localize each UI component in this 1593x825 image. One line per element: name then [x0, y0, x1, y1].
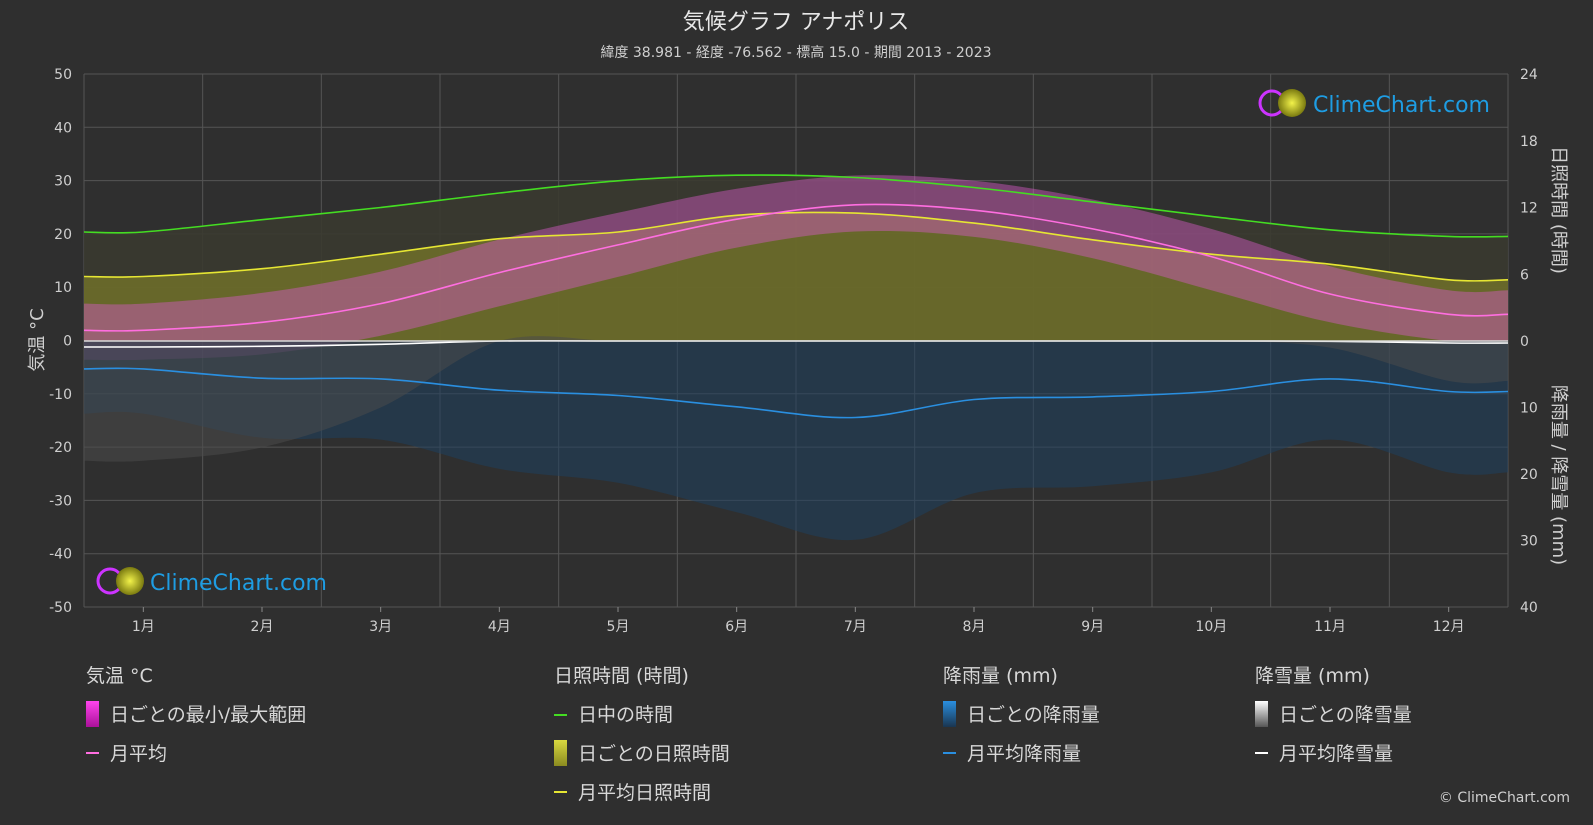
daily-snow-fill [84, 336, 1508, 462]
left-tick-label: -50 [49, 600, 72, 616]
legend-item-sunshine-mean: 月平均日照時間 [578, 782, 711, 804]
legend-item-daily-rain: 日ごとの降雨量 [967, 704, 1100, 726]
legend-item-daylight: 日中の時間 [578, 704, 673, 726]
x-tick-label: 8月 [963, 619, 986, 635]
logo-sun-icon [116, 567, 144, 595]
x-tick-label: 7月 [844, 619, 867, 635]
sunshine-mean-line [83, 211, 1509, 282]
left-tick-label: 0 [63, 334, 72, 350]
legend-swatch-daily-snow [1255, 701, 1268, 727]
x-tick-label: 6月 [725, 619, 748, 635]
legend-title-temperature: 気温 °C [86, 665, 153, 687]
x-tick-label: 4月 [488, 619, 511, 635]
left-tick-label: -20 [49, 440, 72, 456]
daily-rain-area [84, 341, 1508, 541]
x-tick-label: 3月 [369, 619, 392, 635]
logo-text-bottom: ClimeChart.com [150, 571, 327, 596]
x-tick-label: 5月 [607, 619, 630, 635]
legend-swatch-daily-sunshine [554, 740, 567, 766]
x-tick-label: 9月 [1081, 619, 1104, 635]
temperature-range-area [84, 175, 1508, 361]
legend-swatch-temp-range [86, 701, 99, 727]
precip-tick-label: 30 [1520, 534, 1538, 550]
chart-subtitle: 緯度 38.981 - 経度 -76.562 - 標高 15.0 - 期間 20… [600, 44, 991, 61]
x-tick-label: 12月 [1433, 619, 1465, 635]
precip-tick-label: 20 [1520, 467, 1538, 483]
temperature-mean-line [83, 203, 1509, 332]
legend-item-daily-snow: 日ごとの降雪量 [1279, 704, 1412, 726]
sunshine-tick-label: 0 [1520, 334, 1529, 350]
left-axis-title: 気温 °C [27, 308, 48, 371]
legend-item-temp-range: 日ごとの最小/最大範囲 [110, 704, 306, 726]
right-axis-ticks: 24 18 12 6 0 10 20 30 40 [1520, 67, 1538, 616]
daylight-line [83, 174, 1509, 238]
logo-bottom: ClimeChart.com [96, 567, 327, 596]
x-tick-label: 1月 [132, 619, 155, 635]
logo-sun-icon [1278, 89, 1306, 117]
daily-snow-area [84, 336, 1508, 462]
legend-item-rain-mean: 月平均降雨量 [967, 743, 1081, 765]
left-tick-label: -40 [49, 547, 72, 563]
legend-item-snow-mean: 月平均降雪量 [1279, 743, 1393, 765]
sunshine-tick-label: 12 [1520, 201, 1538, 217]
left-tick-label: 40 [54, 120, 72, 136]
daily-sunshine-area [84, 212, 1508, 341]
legend-swatch-daily-rain [943, 701, 956, 727]
legend-title-sunshine: 日照時間 (時間) [554, 665, 689, 687]
sunshine-tick-label: 6 [1520, 267, 1529, 283]
logo-top: ClimeChart.com [1258, 89, 1490, 118]
logo-text-top: ClimeChart.com [1313, 93, 1490, 118]
left-tick-label: 50 [54, 67, 72, 83]
sunshine-tick-label: 18 [1520, 134, 1538, 150]
left-tick-label: 20 [54, 227, 72, 243]
sunshine-tick-label: 24 [1520, 67, 1538, 83]
rain-mean-line [83, 367, 1509, 419]
chart-title: 気候グラフ アナポリス [683, 10, 910, 35]
precip-tick-label: 10 [1520, 401, 1538, 417]
left-tick-label: -10 [49, 387, 72, 403]
left-tick-label: -30 [49, 493, 72, 509]
x-tick-label: 10月 [1195, 619, 1227, 635]
temp-range-fill [84, 175, 1508, 361]
x-tick-label: 2月 [251, 619, 274, 635]
plot-area [83, 73, 1509, 608]
left-axis-ticks: 50 40 30 20 10 0 -10 -20 -30 -40 -50 [49, 67, 72, 616]
daily-rain-fill [84, 341, 1508, 541]
legend-title-rain: 降雨量 (mm) [943, 665, 1058, 687]
copyright: © ClimeChart.com [1439, 790, 1570, 806]
legend-item-temp-mean: 月平均 [110, 743, 167, 765]
daily-sunshine-fill [84, 212, 1508, 341]
legend: 気温 °C 日ごとの最小/最大範囲 月平均 日照時間 (時間) 日中の時間 日ご… [86, 665, 1412, 804]
precip-tick-label: 40 [1520, 600, 1538, 616]
left-tick-label: 10 [54, 280, 72, 296]
right-axis-title-top: 日照時間 (時間) [1548, 146, 1569, 274]
x-tick-label: 11月 [1314, 619, 1346, 635]
legend-title-snow: 降雪量 (mm) [1255, 665, 1370, 687]
left-tick-label: 30 [54, 174, 72, 190]
right-axis-title-bottom: 降雨量 / 降雪量 (mm) [1548, 385, 1569, 565]
x-axis-ticks: 1月 2月 3月 4月 5月 6月 7月 8月 9月 10月 11月 12月 [132, 607, 1465, 635]
legend-item-daily-sunshine: 日ごとの日照時間 [578, 743, 730, 765]
